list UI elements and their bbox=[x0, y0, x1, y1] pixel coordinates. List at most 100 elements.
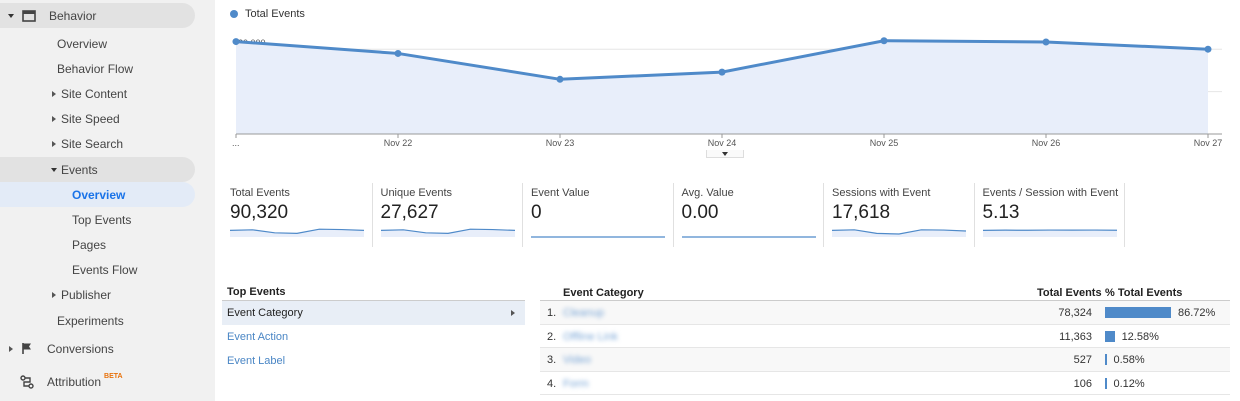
legend-dot bbox=[230, 10, 238, 18]
sparkline-line bbox=[832, 229, 966, 235]
chevron-right-icon bbox=[511, 310, 515, 316]
metric-event-value[interactable]: Event Value 0 bbox=[523, 183, 674, 247]
chart-expand-toggle[interactable] bbox=[706, 150, 744, 158]
x-tick-label: Nov 27 bbox=[1194, 138, 1222, 148]
metrics-row: Total Events 90,320 Unique Events 27,627… bbox=[222, 183, 1125, 247]
table-row: 3. Video 527 0.58% bbox=[540, 348, 1230, 372]
series-area bbox=[236, 40, 1208, 134]
sparkline bbox=[982, 229, 1117, 237]
row-total: 78,324 bbox=[1058, 307, 1092, 319]
row-total: 527 bbox=[1073, 354, 1092, 366]
nav-label: Events bbox=[61, 162, 98, 177]
nav-label: Overview bbox=[57, 36, 108, 51]
metric-label: Total Events bbox=[230, 187, 290, 199]
metric-label: Event Value bbox=[531, 187, 590, 199]
beta-badge: BETA bbox=[104, 373, 123, 380]
x-tick-label: Nov 25 bbox=[870, 138, 899, 148]
row-share-bar bbox=[1105, 377, 1107, 389]
sparkline-line bbox=[380, 228, 515, 235]
top-events-panel: Top Events Event Category Event Action E… bbox=[222, 284, 525, 373]
chevron-down-icon bbox=[722, 151, 728, 156]
nav-label: Site Search bbox=[61, 136, 124, 151]
row-category-link[interactable]: Offline Link bbox=[563, 330, 618, 343]
row-pct: 0.12% bbox=[1113, 377, 1145, 390]
metric-value: 0.00 bbox=[681, 202, 719, 223]
metric-total-events[interactable]: Total Events 90,320 bbox=[222, 183, 373, 247]
sparkline bbox=[230, 228, 364, 237]
nav-events-flow[interactable]: Events Flow bbox=[0, 257, 137, 282]
nav-site-search[interactable]: Site Search bbox=[0, 131, 123, 156]
table-row: 4. Form 106 0.12% bbox=[540, 372, 1230, 395]
column-header-pct-total[interactable]: % Total Events bbox=[1105, 287, 1183, 299]
row-pct: 12.58% bbox=[1121, 330, 1159, 343]
sidebar: Behavior Overview Behavior Flow Site Con… bbox=[0, 0, 215, 401]
caret-right-icon bbox=[52, 140, 56, 147]
nav-label: Site Content bbox=[61, 86, 128, 101]
metric-value: 27,627 bbox=[380, 202, 439, 223]
row-rank: 1. bbox=[547, 307, 557, 319]
nav-events[interactable]: Events bbox=[0, 157, 195, 182]
dimension-label: Event Category bbox=[227, 307, 303, 319]
event-category-table: Event Category Total Events % Total Even… bbox=[540, 284, 1230, 395]
nav-label: Experiments bbox=[57, 313, 124, 328]
data-point bbox=[232, 38, 240, 46]
nav-experiments[interactable]: Experiments bbox=[0, 308, 124, 333]
row-total: 11,363 bbox=[1059, 330, 1092, 343]
metric-sessions-with-event[interactable]: Sessions with Event 17,618 bbox=[824, 183, 975, 247]
row-pct: 86.72% bbox=[1178, 307, 1216, 319]
nav-pages[interactable]: Pages bbox=[0, 232, 106, 257]
flag-icon bbox=[21, 342, 33, 355]
metric-events-per-session[interactable]: Events / Session with Event 5.13 bbox=[975, 183, 1125, 247]
row-category-link[interactable]: Cleanup bbox=[563, 307, 604, 319]
nav-label: Publisher bbox=[61, 287, 112, 302]
nav-site-content[interactable]: Site Content bbox=[0, 81, 127, 106]
nav-behavior-label: Behavior bbox=[49, 8, 97, 23]
sparkline bbox=[681, 236, 816, 238]
legend-label: Total Events bbox=[245, 8, 305, 20]
row-category-link[interactable]: Video bbox=[563, 354, 591, 366]
sparkline-area bbox=[380, 229, 515, 237]
nav-site-speed[interactable]: Site Speed bbox=[0, 106, 120, 131]
behavior-window-icon bbox=[22, 9, 36, 22]
nav-attribution[interactable]: Attribution BETA bbox=[0, 369, 123, 394]
dimension-label: Event Label bbox=[227, 355, 286, 367]
chart-legend: Total Events bbox=[230, 8, 305, 20]
dimension-event-action[interactable]: Event Action bbox=[222, 325, 525, 349]
x-tick-label: Nov 26 bbox=[1032, 138, 1061, 148]
nav-conversions[interactable]: Conversions bbox=[0, 336, 114, 361]
x-tick-label: Nov 23 bbox=[546, 138, 575, 148]
sparkline bbox=[380, 228, 515, 237]
nav-events-overview[interactable]: Overview bbox=[0, 182, 195, 207]
top-events-header: Top Events bbox=[222, 284, 525, 301]
nav-behavior-flow[interactable]: Behavior Flow bbox=[0, 56, 133, 81]
dimension-event-category[interactable]: Event Category bbox=[222, 301, 525, 325]
nav-label: Pages bbox=[72, 237, 107, 252]
metric-value: 5.13 bbox=[982, 202, 1020, 223]
sparkline bbox=[832, 229, 966, 237]
nav-top-events[interactable]: Top Events bbox=[0, 207, 131, 232]
row-rank: 4. bbox=[547, 377, 557, 390]
data-point bbox=[394, 49, 402, 57]
metric-unique-events[interactable]: Unique Events 27,627 bbox=[373, 183, 523, 247]
dimension-event-label[interactable]: Event Label bbox=[222, 349, 525, 373]
row-rank: 3. bbox=[547, 354, 557, 366]
nav-label: Overview bbox=[72, 187, 126, 202]
metric-value: 0 bbox=[531, 202, 542, 223]
caret-down-icon bbox=[8, 13, 14, 18]
metric-label: Unique Events bbox=[380, 187, 453, 199]
x-tick-label: Nov 22 bbox=[384, 138, 413, 148]
row-category-link[interactable]: Form bbox=[563, 377, 589, 390]
nav-behavior[interactable]: Behavior bbox=[0, 3, 195, 28]
metric-value: 90,320 bbox=[230, 202, 289, 223]
table-row: 2. Offline Link 11,363 12.58% bbox=[540, 325, 1230, 348]
column-header-total-events[interactable]: Total Events bbox=[1037, 287, 1102, 299]
row-share-bar bbox=[1105, 330, 1115, 342]
nav-label: Site Speed bbox=[61, 111, 120, 126]
nav-label: Behavior Flow bbox=[57, 61, 134, 76]
metric-avg-value[interactable]: Avg. Value 0.00 bbox=[674, 183, 824, 247]
nav-behavior-overview[interactable]: Overview bbox=[0, 31, 107, 56]
nav-publisher[interactable]: Publisher bbox=[0, 282, 111, 307]
column-header-category[interactable]: Event Category bbox=[563, 287, 644, 299]
